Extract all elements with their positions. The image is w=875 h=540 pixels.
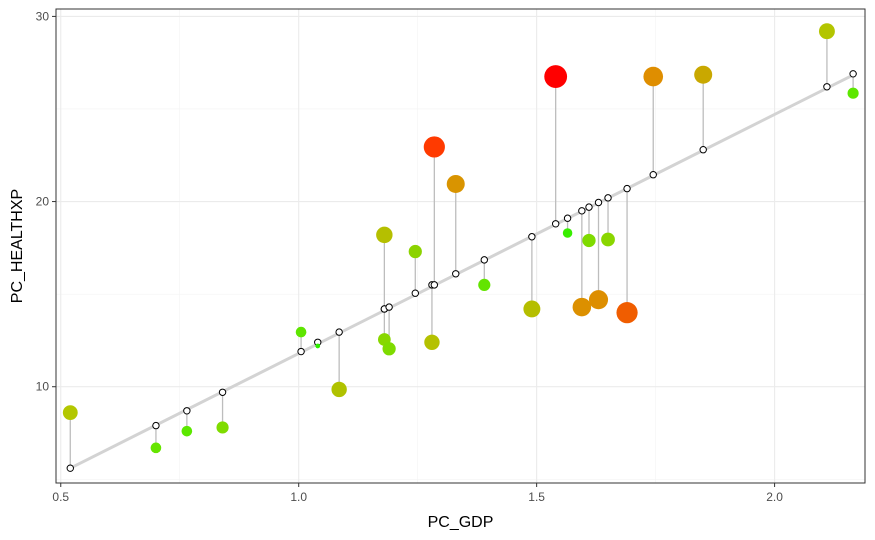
grid-major — [56, 9, 865, 483]
x-tick-label: 2.0 — [766, 490, 783, 504]
data-point — [424, 334, 440, 350]
fitted-point — [183, 407, 191, 415]
fitted-point — [411, 289, 419, 297]
fitted-point — [385, 303, 393, 311]
data-points — [62, 23, 859, 454]
y-tick-label: 30 — [36, 9, 50, 23]
data-point — [423, 136, 445, 158]
plot-border — [55, 8, 866, 484]
data-point — [818, 23, 835, 40]
data-point — [616, 302, 638, 324]
data-point — [694, 65, 713, 84]
data-point — [216, 421, 229, 434]
fitted-point — [623, 184, 631, 193]
y-tick-label: 10 — [36, 380, 50, 394]
data-point — [588, 290, 609, 310]
data-point — [62, 405, 78, 421]
fitted-point — [585, 203, 593, 211]
data-point — [295, 326, 307, 338]
x-tick-label: 0.5 — [52, 490, 69, 504]
x-tick-label: 1.5 — [528, 490, 545, 504]
fitted-point — [528, 233, 536, 241]
fitted-point — [563, 214, 572, 222]
fitted-point — [152, 421, 160, 430]
data-point — [382, 342, 396, 356]
data-point — [643, 66, 664, 87]
fitted-points — [66, 70, 857, 472]
plot-panel — [56, 9, 865, 483]
fitted-point — [480, 256, 488, 264]
fitted-point — [699, 146, 707, 154]
data-point — [523, 300, 541, 318]
x-axis-title: PC_GDP — [428, 514, 494, 531]
data-point — [562, 228, 573, 238]
data-point — [572, 297, 592, 317]
data-point — [478, 278, 491, 291]
data-point — [446, 174, 465, 193]
fitted-point — [551, 220, 560, 228]
data-point — [315, 343, 321, 349]
data-point — [331, 381, 347, 398]
data-point — [601, 232, 615, 247]
y-tick-label: 20 — [36, 195, 50, 209]
data-point — [150, 442, 162, 454]
y-axis-title: PC_HEALTHXP — [9, 189, 26, 303]
fitted-point — [66, 464, 74, 472]
fitted-point — [297, 347, 305, 356]
data-point — [181, 425, 193, 437]
x-tick-label: 1.0 — [290, 490, 307, 504]
fit-line — [68, 72, 857, 470]
fitted-point — [849, 70, 857, 78]
fitted-point — [594, 198, 603, 207]
fitted-point — [823, 83, 831, 91]
data-point — [582, 233, 596, 248]
data-point — [376, 226, 393, 244]
fitted-point — [452, 270, 460, 278]
fitted-point — [604, 194, 612, 202]
data-point — [847, 87, 859, 99]
residual-segments — [69, 31, 854, 469]
fitted-point — [430, 281, 439, 289]
x-axis: 0.5 1.0 1.5 2.0 — [52, 483, 783, 504]
grid-minor — [56, 9, 865, 483]
fitted-point — [218, 388, 227, 396]
data-point — [544, 65, 568, 88]
fitted-point — [335, 328, 343, 336]
data-point — [408, 244, 422, 259]
fitted-point — [578, 207, 586, 215]
fitted-point — [649, 171, 657, 179]
y-axis: 10 20 30 — [36, 9, 56, 394]
